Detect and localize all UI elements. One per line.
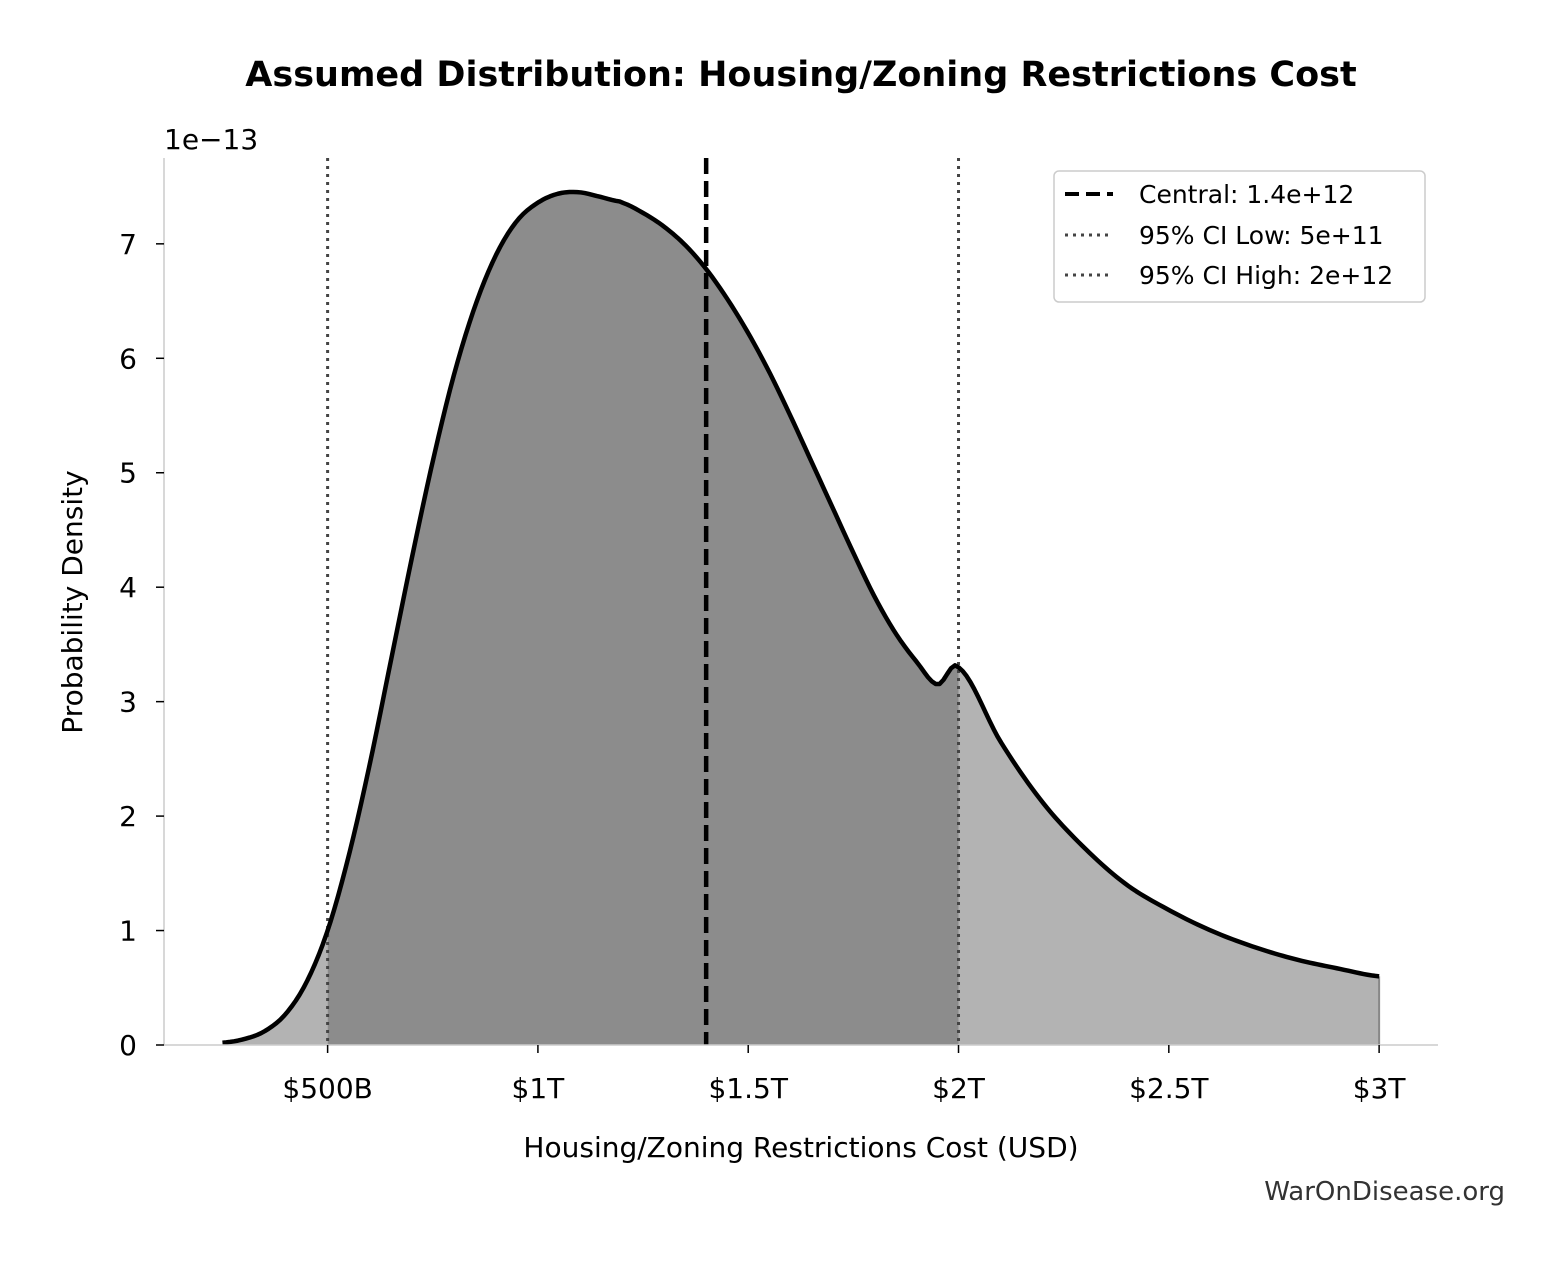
- density-fills: [222, 192, 1381, 1045]
- y-tick-label: 5: [119, 457, 137, 490]
- density-curve: [222, 189, 1380, 1045]
- y-tick-label: 1: [119, 915, 137, 948]
- legend-ci-high-label: 95% CI High: 2e+12: [1139, 261, 1393, 290]
- reference-lines: [326, 158, 961, 1045]
- y-ticks: 0 1 2 3 4 5 6 7: [119, 228, 164, 1062]
- watermark: WarOnDisease.org: [1264, 1177, 1505, 1207]
- x-axis-label: Housing/Zoning Restrictions Cost (USD): [523, 1131, 1078, 1164]
- x-tick-label: $1.5T: [708, 1072, 788, 1105]
- y-axis-label: Probability Density: [56, 470, 89, 733]
- y-tick-label: 2: [119, 800, 137, 833]
- legend-ci-low-label: 95% CI Low: 5e+11: [1139, 221, 1384, 250]
- x-tick-label: $3T: [1353, 1072, 1407, 1105]
- legend-box: [1053, 170, 1426, 303]
- y-tick-label: 4: [119, 571, 137, 604]
- legend: Central: 1.4e+12 95% CI Low: 5e+11 95% C…: [1053, 170, 1426, 303]
- y-tick-label: 3: [119, 686, 137, 719]
- left-tail-fill: [222, 930, 328, 1045]
- right-tail-fill: [958, 667, 1380, 1045]
- legend-central-label: Central: 1.4e+12: [1139, 180, 1354, 209]
- y-tick-label: 7: [119, 228, 137, 261]
- ci-fill: [327, 192, 959, 1045]
- y-tick-label: 6: [119, 342, 137, 375]
- x-tick-label: $500B: [282, 1072, 372, 1105]
- y-tick-label: 0: [119, 1029, 137, 1062]
- chart-title: Assumed Distribution: Housing/Zoning Res…: [245, 55, 1356, 95]
- y-offset-label: 1e−13: [164, 123, 258, 156]
- x-tick-label: $2.5T: [1129, 1072, 1209, 1105]
- x-ticks: $500B $1T $1.5T $2T $2.5T $3T: [282, 1045, 1406, 1105]
- x-tick-label: $2T: [932, 1072, 986, 1105]
- x-tick-label: $1T: [512, 1072, 566, 1105]
